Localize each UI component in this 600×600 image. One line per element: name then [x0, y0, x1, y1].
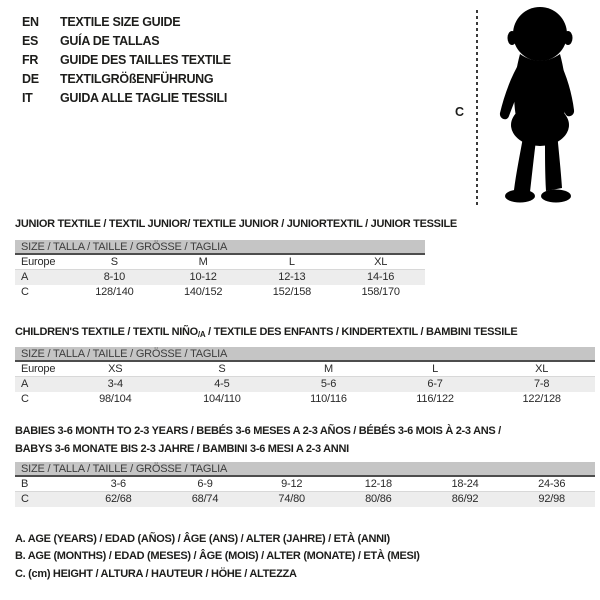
value-cell: 80/86 [365, 493, 392, 505]
table-row: A 8-10 10-12 12-13 14-16 [15, 270, 425, 285]
value-cell: XL [535, 363, 549, 375]
children-section-title: CHILDREN'S TEXTILE / TEXTIL NIÑO/A / TEX… [15, 324, 518, 344]
size-header-bar: SIZE / TALLA / TAILLE / GRÖSSE / TAGLIA [15, 462, 595, 477]
table-row: Europe XS S M L XL [15, 362, 595, 377]
guide-title: GUIDA ALLE TAGLIE TESSILI [60, 91, 228, 105]
row-label-cell: B [21, 478, 29, 490]
value-cell: 116/122 [416, 393, 454, 405]
value-cell: 4-5 [214, 378, 230, 390]
children-table-rows: Europe XS S M L XL A 3-4 4-5 5-6 6-7 7-8 C 98/104 104/… [15, 362, 595, 407]
row-label-cell: A [21, 271, 29, 283]
note-age-years: A. AGE (YEARS) / EDAD (AÑOS) / ÂGE (ANS)… [15, 533, 390, 545]
babies-size-table: SIZE / TALLA / TAILLE / GRÖSSE / TAGLIA … [15, 462, 595, 507]
junior-size-table: SIZE / TALLA / TAILLE / GRÖSSE / TAGLIA … [15, 240, 425, 300]
row-label-cell: Europe [21, 256, 56, 268]
value-cell: 86/92 [451, 493, 479, 505]
table-row: C 62/68 68/74 74/80 80/86 86/92 92/98 [15, 492, 595, 507]
note-age-months: B. AGE (MONTHS) / EDAD (MESES) / ÂGE (MO… [15, 550, 420, 563]
value-cell: 8-10 [103, 271, 125, 283]
list-item: ES GUÍA DE TALLAS [22, 32, 231, 51]
value-cell: 140/152 [183, 286, 223, 298]
table-row: Europe S M L XL [15, 255, 425, 270]
language-code: ES [22, 34, 39, 48]
language-code: DE [22, 72, 39, 86]
value-cell: 158/170 [361, 286, 400, 298]
junior-table-rows: Europe S M L XL A 8-10 10-12 12-13 14-16 C 128/140 1… [15, 255, 425, 300]
list-item: DE TEXTILGRÖßENFÜHRUNG [22, 70, 231, 89]
value-cell: 5-6 [320, 378, 337, 390]
value-cell: 14-16 [367, 271, 395, 283]
height-measure-dashed-line [476, 10, 478, 208]
value-cell: XL [374, 256, 388, 268]
guide-title: TEXTILE SIZE GUIDE [60, 15, 181, 29]
list-item: IT GUIDA ALLE TAGLIE TESSILI [22, 89, 231, 108]
value-cell: 68/74 [191, 493, 219, 505]
babies-title-line1: BABIES 3-6 MONTH TO 2-3 YEARS / BEBÉS 3-… [15, 425, 501, 437]
list-item: FR GUIDE DES TAILLES TEXTILE [22, 51, 231, 70]
value-cell: 10-12 [189, 271, 217, 283]
value-cell: 74/80 [278, 493, 305, 505]
guide-title: GUIDE DES TAILLES TEXTILE [60, 53, 231, 67]
value-cell: 122/128 [522, 393, 561, 405]
language-code: IT [22, 91, 33, 105]
value-cell: M [324, 363, 333, 375]
value-cell: 62/68 [105, 493, 132, 505]
language-code: EN [22, 15, 39, 29]
table-row: C 98/104 104/110 110/116 116/122 122/128 [15, 392, 595, 407]
row-label-cell: Europe [21, 363, 56, 375]
row-label-cell: C [21, 286, 29, 298]
language-title-list: EN TEXTILE SIZE GUIDE ES GUÍA DE TALLAS … [22, 13, 231, 108]
babies-title-line2: BABYS 3-6 MONATE BIS 2-3 JAHRE / BAMBINI… [15, 442, 349, 455]
value-cell: 7-8 [534, 378, 550, 390]
height-measure-label: C [455, 105, 465, 119]
value-cell: 9-12 [281, 478, 303, 490]
value-cell: 98/104 [99, 393, 132, 405]
value-cell: 110/116 [310, 393, 347, 405]
children-title-subscript: /A [197, 330, 206, 339]
size-header-bar: SIZE / TALLA / TAILLE / GRÖSSE / TAGLIA [15, 240, 425, 255]
children-title-text: CHILDREN'S TEXTILE / TEXTIL NIÑO [15, 326, 198, 338]
row-label-cell: A [21, 378, 29, 390]
value-cell: 128/140 [95, 286, 134, 298]
value-cell: 92/98 [538, 493, 565, 505]
value-cell: L [432, 363, 439, 375]
row-label-cell: C [21, 493, 29, 505]
babies-section-title: BABIES 3-6 MONTH TO 2-3 YEARS / BEBÉS 3-… [15, 423, 501, 458]
table-row: A 3-4 4-5 5-6 6-7 7-8 [15, 377, 595, 392]
guide-title: TEXTILGRÖßENFÜHRUNG [60, 72, 214, 86]
value-cell: S [218, 363, 226, 375]
list-item: EN TEXTILE SIZE GUIDE [22, 13, 231, 32]
value-cell: S [110, 256, 118, 268]
table-row: C 128/140 140/152 152/158 158/170 [15, 285, 425, 300]
value-cell: XS [108, 363, 123, 375]
size-header-bar: SIZE / TALLA / TAILLE / GRÖSSE / TAGLIA [15, 347, 595, 362]
value-cell: 104/110 [203, 393, 241, 405]
value-cell: L [288, 256, 295, 268]
value-cell: 18-24 [451, 478, 479, 490]
children-title-text: / TEXTILE DES ENFANTS / KINDERTEXTIL / B… [205, 326, 518, 338]
row-label-cell: C [21, 393, 29, 405]
value-cell: 24-36 [538, 478, 566, 490]
value-cell: 6-7 [427, 378, 443, 390]
guide-title: GUÍA DE TALLAS [60, 34, 160, 48]
table-row: B 3-6 6-9 9-12 12-18 18-24 24-36 [15, 477, 595, 492]
babies-table-rows: B 3-6 6-9 9-12 12-18 18-24 24-36 C 62/68 68/74 74/… [15, 477, 595, 507]
value-cell: 152/158 [272, 286, 312, 298]
value-cell: M [198, 256, 208, 268]
legend-notes: A. AGE (YEARS) / EDAD (AÑOS) / ÂGE (ANS)… [15, 531, 420, 583]
value-cell: 3-4 [107, 378, 124, 390]
value-cell: 3-6 [110, 478, 127, 490]
language-code: FR [22, 53, 39, 67]
children-size-table: SIZE / TALLA / TAILLE / GRÖSSE / TAGLIA … [15, 347, 595, 407]
toddler-silhouette-icon [499, 7, 575, 203]
value-cell: 12-13 [278, 271, 306, 283]
note-height-cm: C. (cm) HEIGHT / ALTURA / HAUTEUR / HÖHE… [15, 567, 297, 580]
value-cell: 12-18 [364, 478, 392, 490]
junior-section-title: JUNIOR TEXTILE / TEXTIL JUNIOR/ TEXTILE … [15, 218, 457, 230]
value-cell: 6-9 [197, 478, 213, 490]
